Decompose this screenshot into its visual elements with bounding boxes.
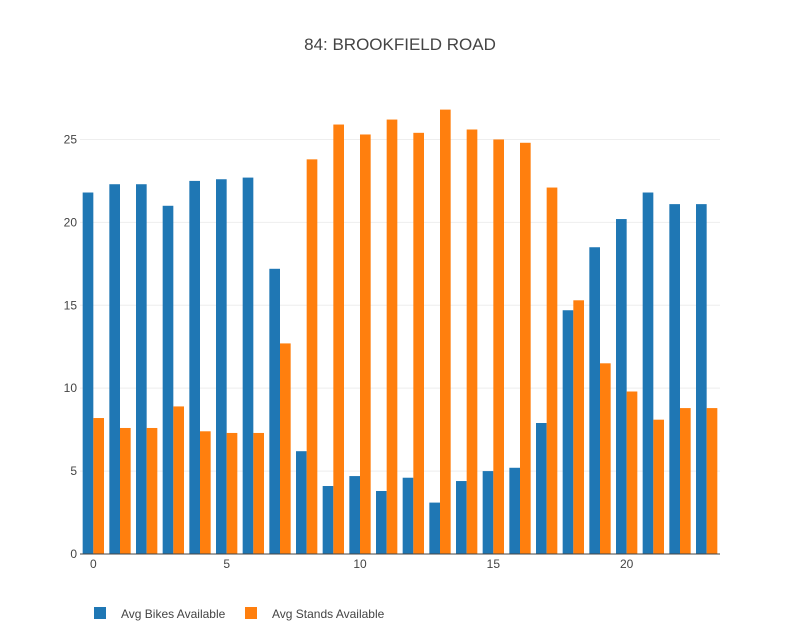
x-tick-label: 10: [353, 557, 367, 571]
bar[interactable]: [136, 184, 147, 554]
legend[interactable]: Avg Bikes Available Avg Stands Available: [94, 607, 385, 621]
bar[interactable]: [360, 134, 371, 555]
bar[interactable]: [242, 177, 254, 555]
bar[interactable]: [200, 431, 211, 554]
bar[interactable]: [296, 451, 307, 554]
x-tick-label: 5: [223, 557, 230, 571]
bar[interactable]: [173, 406, 184, 554]
bar[interactable]: [413, 132, 424, 554]
bar[interactable]: [482, 471, 494, 554]
bar[interactable]: [680, 408, 691, 554]
y-tick-label: 15: [64, 298, 78, 312]
bar[interactable]: [82, 192, 94, 554]
bar[interactable]: [456, 481, 467, 554]
bar[interactable]: [589, 247, 600, 554]
gridlines: [80, 138, 720, 472]
bar[interactable]: [253, 432, 264, 554]
bar[interactable]: [466, 129, 478, 555]
bar[interactable]: [349, 476, 360, 554]
bar[interactable]: [573, 300, 584, 554]
bar[interactable]: [440, 109, 451, 554]
y-tick-label: 5: [70, 464, 77, 478]
bar[interactable]: [616, 219, 627, 554]
x-tick-label: 15: [487, 557, 501, 571]
bar[interactable]: [109, 184, 120, 554]
y-tick-label: 25: [64, 132, 78, 146]
bar[interactable]: [536, 423, 547, 554]
legend-item[interactable]: Avg Stands Available: [245, 607, 385, 621]
bar[interactable]: [93, 418, 104, 554]
legend-label: Avg Stands Available: [272, 607, 385, 621]
bar[interactable]: [520, 142, 531, 554]
bar[interactable]: [696, 204, 707, 554]
bar[interactable]: [226, 432, 238, 554]
bar[interactable]: [306, 159, 318, 554]
chart-title: 84: BROOKFIELD ROAD: [304, 35, 496, 54]
legend-swatch: [94, 607, 106, 619]
bar[interactable]: [669, 204, 680, 554]
y-tick-label: 10: [64, 381, 78, 395]
legend-swatch: [245, 607, 257, 619]
series-1: [93, 109, 718, 555]
bar[interactable]: [162, 205, 174, 555]
bars: [82, 109, 718, 555]
bar[interactable]: [216, 179, 227, 554]
bar[interactable]: [509, 467, 520, 554]
bar[interactable]: [333, 124, 344, 554]
bar[interactable]: [653, 419, 664, 554]
x-tick-label: 20: [620, 557, 634, 571]
bar[interactable]: [429, 502, 440, 554]
bar[interactable]: [280, 343, 291, 554]
bar[interactable]: [493, 139, 504, 555]
y-tick-label: 0: [70, 547, 77, 561]
bar[interactable]: [402, 477, 414, 554]
bar[interactable]: [386, 119, 398, 554]
legend-item[interactable]: Avg Bikes Available: [94, 607, 226, 621]
legend-label: Avg Bikes Available: [121, 607, 226, 621]
bar[interactable]: [546, 187, 558, 555]
bar[interactable]: [626, 391, 638, 554]
bar[interactable]: [189, 180, 200, 554]
bar[interactable]: [322, 486, 334, 554]
bar[interactable]: [146, 427, 158, 554]
bar[interactable]: [120, 427, 131, 554]
axes: 0 5 10 15 20 25 0 5 10 15 20: [64, 132, 720, 571]
y-tick-label: 20: [64, 215, 78, 229]
x-tick-label: 0: [90, 557, 97, 571]
bar[interactable]: [600, 363, 611, 554]
bar[interactable]: [706, 408, 718, 554]
bar[interactable]: [642, 192, 654, 554]
bar[interactable]: [269, 268, 280, 554]
series-0: [82, 177, 707, 555]
bar[interactable]: [562, 310, 574, 554]
bar[interactable]: [376, 490, 387, 554]
